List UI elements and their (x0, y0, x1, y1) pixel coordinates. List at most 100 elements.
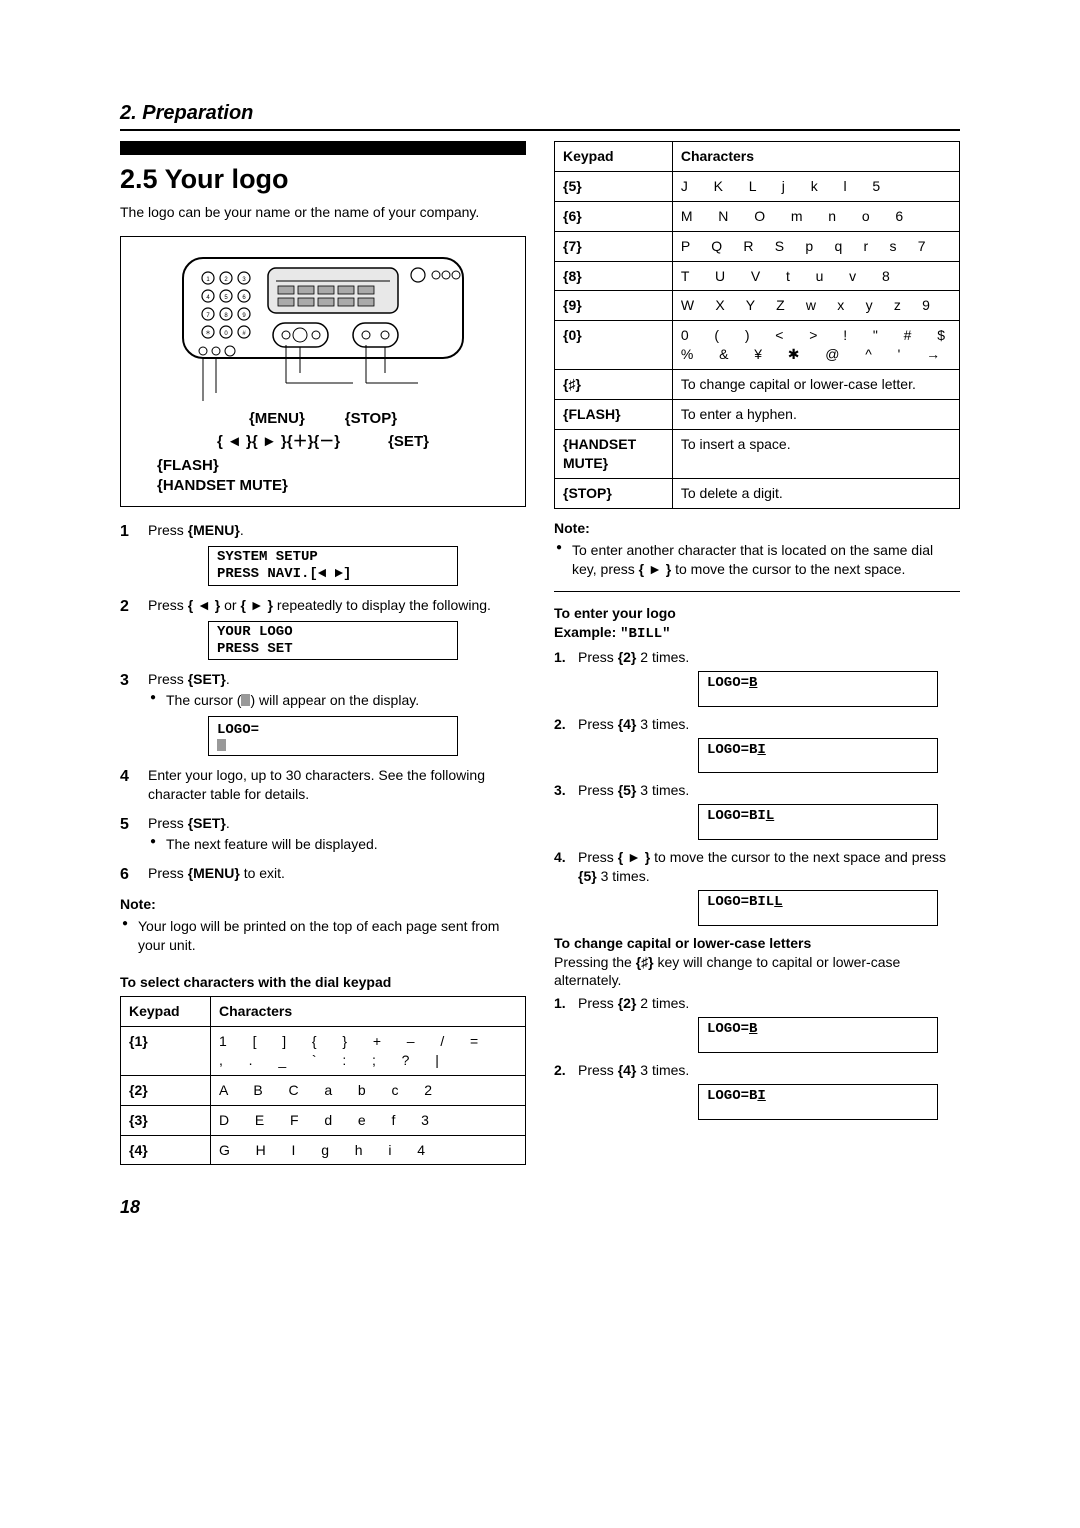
step-text: to move the cursor to the next space and… (650, 849, 946, 865)
table-row: {FLASH}To enter a hyphen. (555, 400, 960, 430)
key-cell: {9} (555, 291, 673, 321)
desc-cell: To delete a digit. (672, 478, 959, 508)
chars-cell: D E F d e f 3 (211, 1105, 526, 1135)
step-text: repeatedly to display the following. (273, 597, 491, 613)
char-line: 0 ( ) < > ! " # $ (681, 326, 951, 345)
section-title: 2.5 Your logo (120, 161, 526, 197)
table-row: {0} 0 ( ) < > ! " # $ % & ¥ ✱ @ ^ ' → (555, 321, 960, 370)
list-item: Press { ► } to move the cursor to the ne… (554, 848, 960, 926)
step-text: Press (148, 671, 188, 687)
display-box: LOGO=B (698, 1017, 938, 1053)
key: {♯} (636, 954, 654, 970)
step-text: 3 times. (636, 1062, 689, 1078)
example-label: Example: (554, 624, 620, 640)
display-box: LOGO=BIL (698, 804, 938, 840)
step-text: Press (148, 522, 188, 538)
step-text: 3 times. (636, 782, 689, 798)
key-cell: {4} (121, 1135, 211, 1165)
table-row: {2}A B C a b c 2 (121, 1075, 526, 1105)
left-column: 2.5 Your logo The logo can be your name … (120, 141, 526, 1165)
char-line: , . _ ` : ; ? | (219, 1051, 517, 1070)
th-keypad: Keypad (555, 142, 673, 172)
device-svg: 1 2 3 4 5 6 7 8 9 ＊ 0 # (178, 253, 468, 403)
chapter-header: 2. Preparation (120, 100, 960, 131)
svg-text:＊: ＊ (205, 330, 211, 337)
table-row: {1} 1 [ ] { } + – / = , . _ ` : ; ? | (121, 1026, 526, 1075)
step-text: Press (578, 849, 618, 865)
black-bar (120, 141, 526, 155)
step-text: . (226, 815, 230, 831)
step-key: {5} (578, 868, 597, 884)
display-box: SYSTEM SETUPPRESS NAVI.[◄ ►] (208, 546, 458, 586)
display-line: PRESS SET (217, 641, 449, 658)
step-4: Enter your logo, up to 30 characters. Se… (120, 766, 526, 804)
key-cell: {FLASH} (555, 400, 673, 430)
step-key: {5} (618, 782, 637, 798)
chars-cell: T U V t u v 8 (672, 261, 959, 291)
chars-cell: G H I g h i 4 (211, 1135, 526, 1165)
step-key: {4} (618, 716, 637, 732)
enter-logo-heading: To enter your logo (554, 604, 960, 623)
step-5: Press {SET}. The next feature will be di… (120, 814, 526, 854)
menu-label: {MENU} (249, 409, 305, 429)
step-key: { ◄ } (188, 597, 221, 613)
change-case-text: Pressing the {♯} key will change to capi… (554, 953, 960, 991)
note-key: { ► } (639, 561, 672, 577)
right-column: Keypad Characters {5}J K L j k l 5 {6}M … (554, 141, 960, 1165)
flash-label: {FLASH} (157, 456, 515, 476)
select-heading: To select characters with the dial keypa… (120, 973, 526, 992)
key-cell: {8} (555, 261, 673, 291)
chars-cell: A B C a b c 2 (211, 1075, 526, 1105)
list-item: Press {4} 3 times. LOGO=BI (554, 715, 960, 774)
step-key: {4} (618, 1062, 637, 1078)
step-text: 2 times. (636, 995, 689, 1011)
display-box: LOGO= (208, 716, 458, 756)
display-line: YOUR LOGO (217, 624, 449, 641)
step-bullet: The next feature will be displayed. (148, 835, 526, 854)
note-bullet: Your logo will be printed on the top of … (120, 917, 526, 955)
arrow-group-label: { ◄ }{ ► }{＋}{－} (217, 432, 340, 452)
step-key: {MENU} (188, 522, 240, 538)
page-number: 18 (120, 1195, 960, 1219)
chars-cell: P Q R S p q r s 7 (672, 231, 959, 261)
step-text: Press (578, 649, 618, 665)
note-text: to move the cursor to the next space. (671, 561, 905, 577)
step-text: or (220, 597, 240, 613)
separator (554, 591, 960, 592)
display-line: SYSTEM SETUP (217, 549, 449, 566)
step-text: 3 times. (597, 868, 650, 884)
chars-cell: 0 ( ) < > ! " # $ % & ¥ ✱ @ ^ ' → (672, 321, 959, 370)
step-text: Press (578, 716, 618, 732)
table-row: {6}M N O m n o 6 (555, 201, 960, 231)
chars-cell: 1 [ ] { } + – / = , . _ ` : ; ? | (211, 1026, 526, 1075)
table-row: {8}T U V t u v 8 (555, 261, 960, 291)
keypad-table-left: Keypad Characters {1} 1 [ ] { } + – / = … (120, 996, 526, 1165)
table-row: {♯}To change capital or lower-case lette… (555, 370, 960, 400)
text: Pressing the (554, 954, 636, 970)
step-key: { ► } (240, 597, 273, 613)
chars-cell: W X Y Z w x y z 9 (672, 291, 959, 321)
desc-cell: To enter a hyphen. (672, 400, 959, 430)
device-diagram: 1 2 3 4 5 6 7 8 9 ＊ 0 # (120, 236, 526, 507)
change-case-steps: Press {2} 2 times. LOGO=B Press {4} 3 ti… (554, 994, 960, 1119)
note-heading: Note: (554, 519, 960, 538)
table-row: {9}W X Y Z w x y z 9 (555, 291, 960, 321)
char-line: % & ¥ ✱ @ ^ ' → (681, 345, 951, 364)
list-item: Press {2} 2 times. LOGO=B (554, 994, 960, 1053)
note-bullet: To enter another character that is locat… (554, 541, 960, 579)
intro-text: The logo can be your name or the name of… (120, 203, 526, 222)
step-3: Press {SET}. The cursor () will appear o… (120, 670, 526, 756)
table-row: {STOP}To delete a digit. (555, 478, 960, 508)
step-key: {SET} (188, 815, 226, 831)
step-2: Press { ◄ } or { ► } repeatedly to displ… (120, 596, 526, 660)
display-box: LOGO=BI (698, 1084, 938, 1120)
chars-cell: J K L j k l 5 (672, 171, 959, 201)
display-box: YOUR LOGOPRESS SET (208, 621, 458, 661)
step-key: {SET} (188, 671, 226, 687)
note-heading: Note: (120, 895, 526, 914)
key-cell: {6} (555, 201, 673, 231)
char-line: 1 [ ] { } + – / = (219, 1032, 517, 1051)
keypad-table-right: Keypad Characters {5}J K L j k l 5 {6}M … (554, 141, 960, 509)
section-title-text: Your logo (165, 164, 289, 194)
table-row: {3}D E F d e f 3 (121, 1105, 526, 1135)
